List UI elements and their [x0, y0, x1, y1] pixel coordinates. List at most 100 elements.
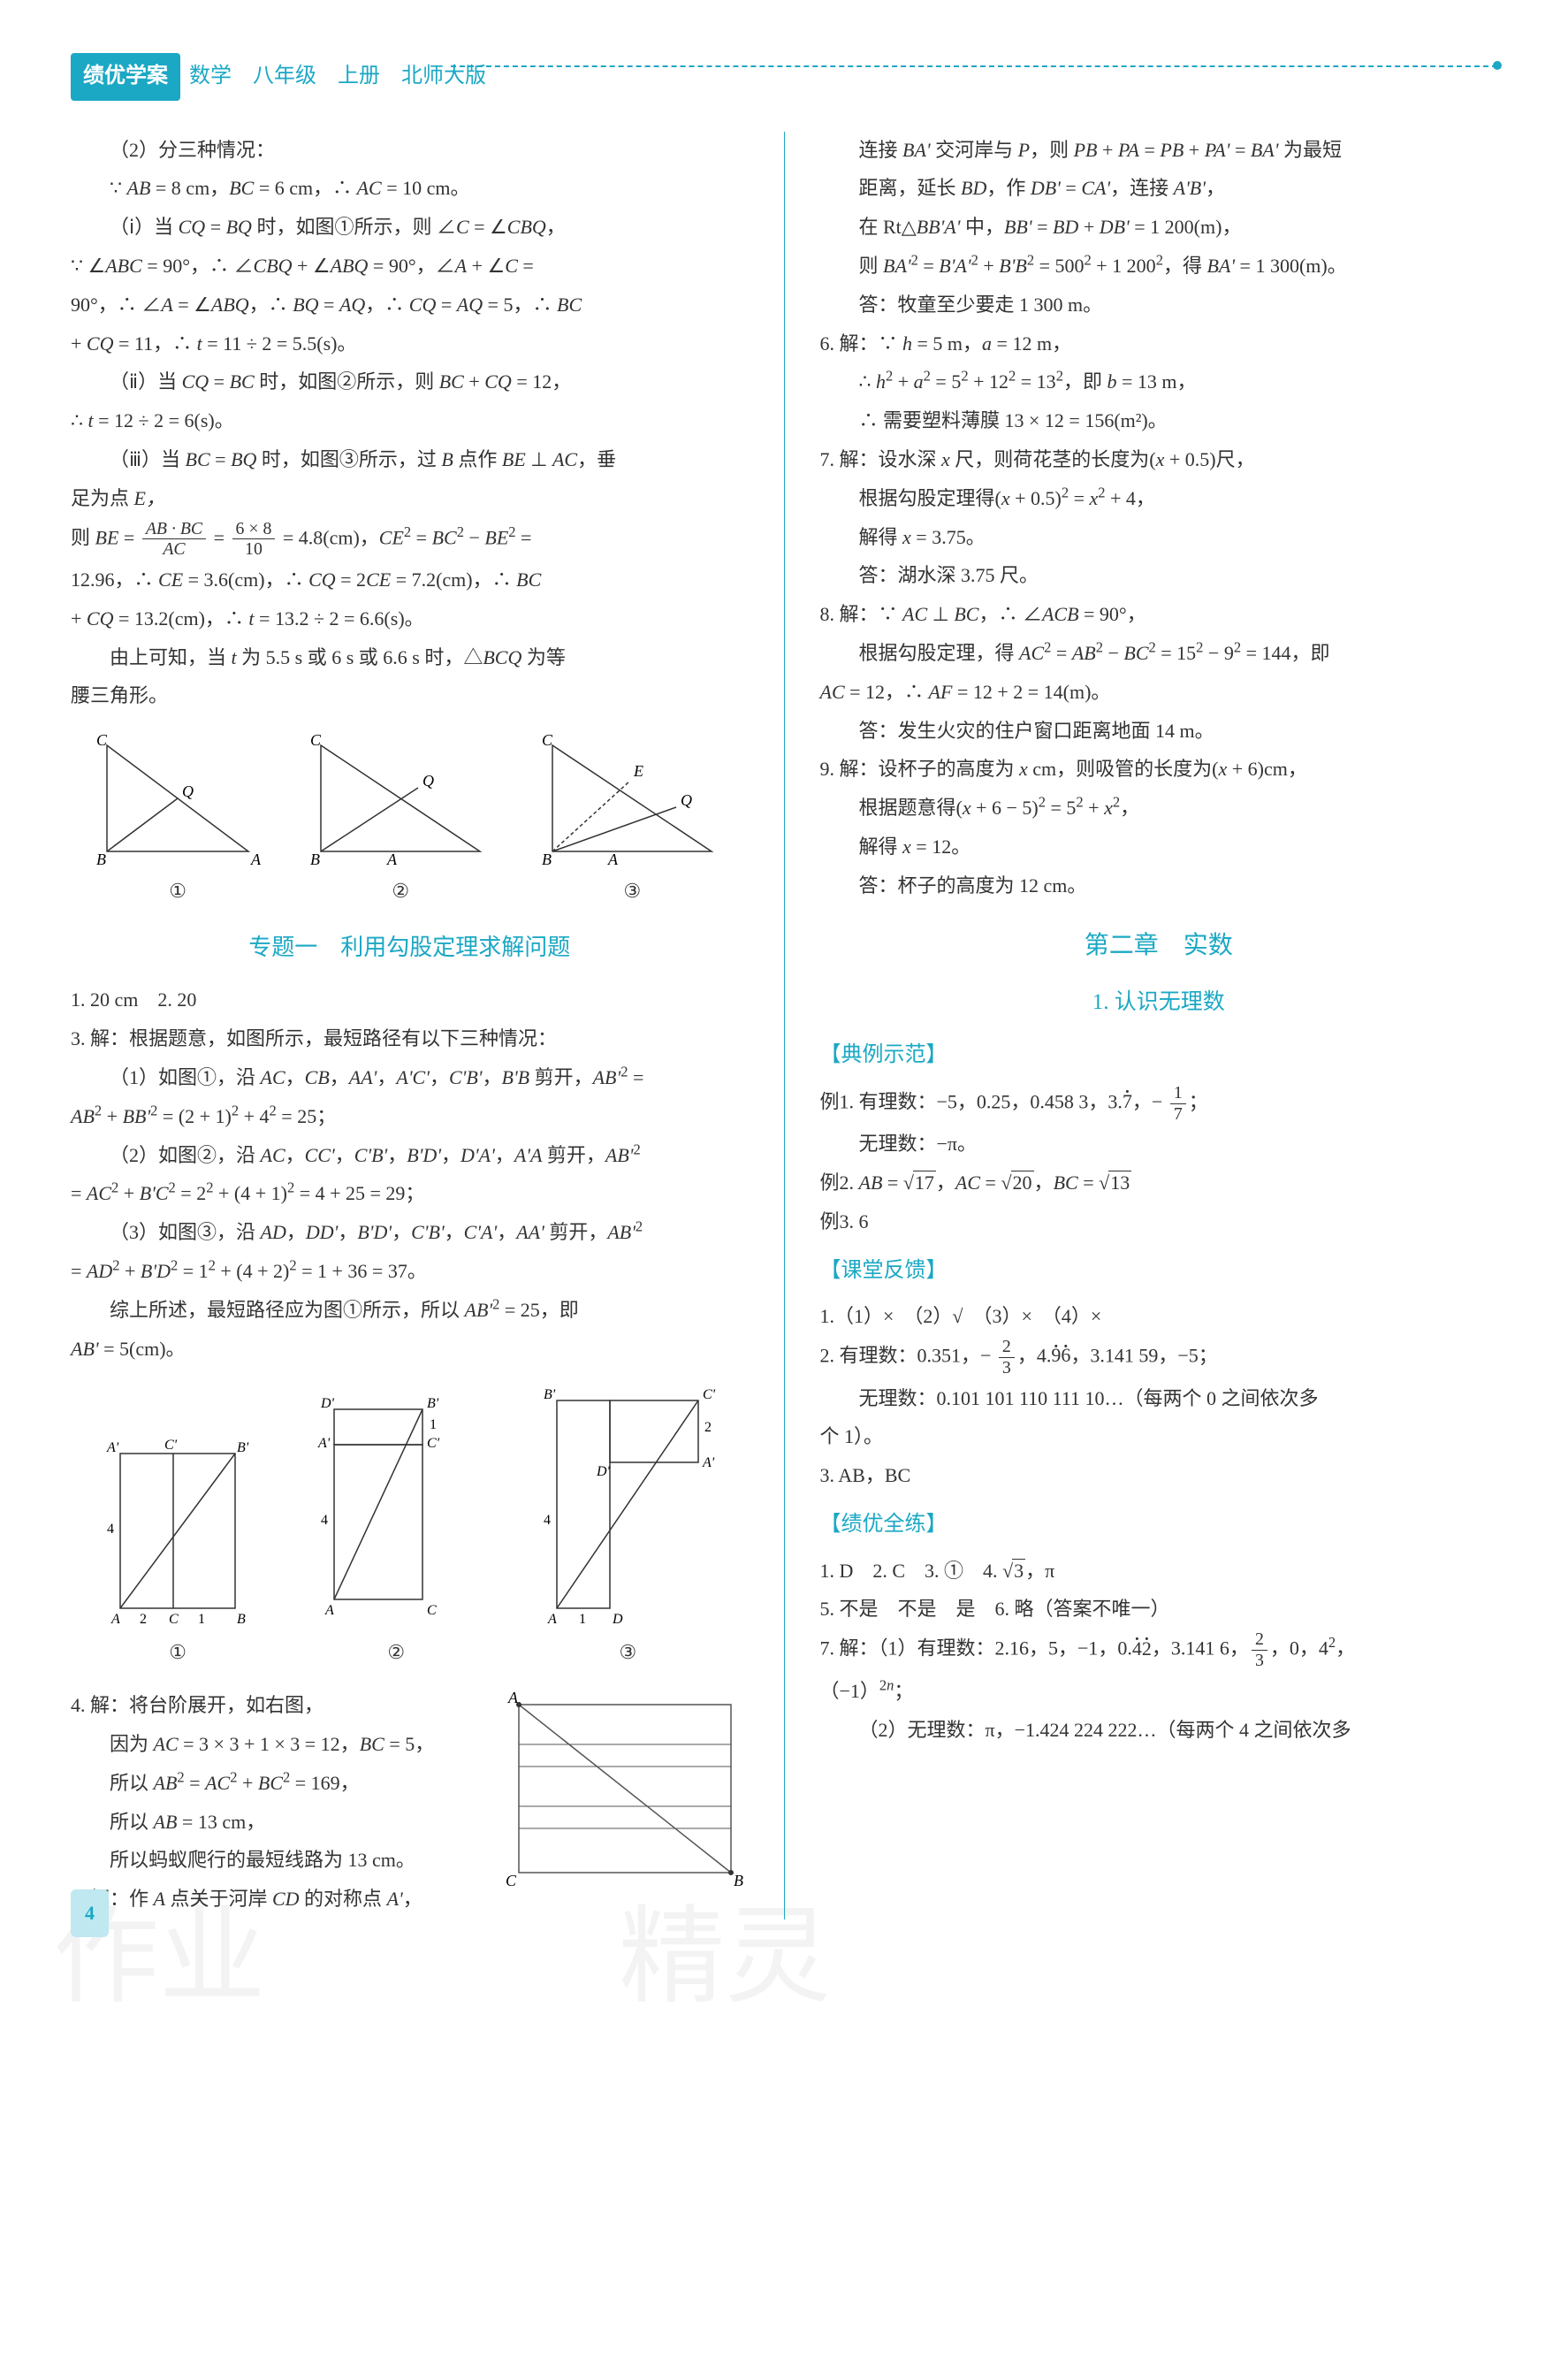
svg-text:2: 2 [704, 1420, 712, 1435]
triangle-svg: C B A Q [303, 728, 498, 869]
stair-section: 4. 解：将台阶展开，如右图， 因为 AC = 3 × 3 + 1 × 3 = … [71, 1687, 749, 1919]
svg-text:A: A [507, 1689, 519, 1706]
svg-text:Q: Q [182, 782, 194, 800]
section-title: 专题一 利用勾股定理求解问题 [71, 926, 749, 969]
main-columns: （2）分三种情况： ∵ AB = 8 cm，BC = 6 cm，∴ AC = 1… [71, 132, 1497, 1919]
svg-text:2: 2 [140, 1612, 147, 1627]
text-line: （ⅱ）当 CQ = BC 时，如图②所示，则 BC + CQ = 12， [71, 363, 749, 401]
svg-text:1: 1 [430, 1417, 437, 1432]
header-dashed-line [451, 65, 1497, 67]
header-tag: 绩优学案 [71, 53, 180, 101]
text-line: 腰三角形。 [71, 677, 749, 714]
text-line: 则 BE = AB · BCAC = 6 × 810 = 4.8(cm)，CE2… [71, 519, 749, 561]
text-line: 在 Rt△BB'A' 中，BB' = BD + DB' = 1 200(m)， [820, 209, 1498, 246]
text-line: 无理数：0.101 101 110 111 10…（每两个 0 之间依次多 [820, 1380, 1498, 1417]
text-line: 连接 BA' 交河岸与 P，则 PB + PA = PB + PA' = BA'… [820, 132, 1498, 169]
text-line: = AC2 + B'C2 = 22 + (4 + 1)2 = 4 + 25 = … [71, 1175, 749, 1212]
text-line: 答：湖水深 3.75 尺。 [820, 557, 1498, 594]
box-1: A' C' B' A C B 2 1 4 ① [94, 1427, 262, 1671]
svg-text:C': C' [703, 1387, 716, 1402]
text-line: 5. 解：作 A 点关于河岸 CD 的对称点 A'， [71, 1881, 483, 1918]
text-line: 4. 解：将台阶展开，如右图， [71, 1687, 483, 1724]
text-line: 2. 有理数：0.351，− 23，4.96，3.141 59，−5； [820, 1337, 1498, 1378]
bracket-title: 【课堂反馈】 [820, 1251, 1498, 1292]
text-line: （1）如图①，沿 AC，CB，AA'，A'C'，C'B'，B'B 剪开，AB'2… [71, 1059, 749, 1096]
header-dot [1493, 61, 1502, 70]
triangle-svg: C B A Q E [535, 728, 729, 869]
text-line: 解得 x = 12。 [820, 828, 1498, 866]
svg-text:C: C [506, 1872, 517, 1889]
right-column: 连接 BA' 交河岸与 P，则 PB + PA = PB + PA' = BA'… [820, 132, 1498, 1919]
svg-text:C: C [310, 731, 322, 749]
svg-text:4: 4 [544, 1513, 551, 1528]
text-line: 8. 解：∵ AC ⊥ BC，∴ ∠ACB = 90°， [820, 596, 1498, 633]
text-line: 综上所述，最短路径应为图①所示，所以 AB'2 = 25，即 [71, 1292, 749, 1329]
box-3: B' C' D' A' D A 2 4 1 ③ [530, 1383, 725, 1671]
svg-text:D': D' [596, 1464, 611, 1479]
column-divider [784, 132, 785, 1919]
text-line: 7. 解：设水深 x 尺，则荷花茎的长度为(x + 0.5)尺， [820, 441, 1498, 478]
svg-text:1: 1 [198, 1612, 205, 1627]
svg-text:B': B' [544, 1387, 556, 1402]
svg-text:B: B [310, 851, 320, 868]
text-line: 答：杯子的高度为 12 cm。 [820, 867, 1498, 904]
svg-text:B: B [237, 1612, 246, 1627]
svg-text:4: 4 [107, 1522, 114, 1537]
box-svg: D' B' A' C' A C 1 4 [308, 1392, 484, 1630]
svg-text:A: A [250, 851, 262, 868]
svg-text:B: B [96, 851, 106, 868]
svg-text:B': B' [237, 1440, 249, 1455]
page-number: 4 [71, 1889, 109, 1937]
svg-text:A: A [607, 851, 619, 868]
triangle-3: C B A Q E ③ [535, 728, 729, 910]
text-line: ∴ 需要塑料薄膜 13 × 12 = 156(m²)。 [820, 402, 1498, 439]
svg-text:C: C [169, 1612, 179, 1627]
triangle-svg: C B A Q [89, 728, 266, 869]
text-line: 例3. 6 [820, 1203, 1498, 1240]
text-line: 根据勾股定理得(x + 0.5)2 = x2 + 4， [820, 480, 1498, 517]
text-line: （2）无理数：π，−1.424 224 222…（每两个 4 之间依次多 [820, 1712, 1498, 1749]
text-line: 3. AB，BC [820, 1457, 1498, 1494]
text-line: ∴ h2 + a2 = 52 + 122 = 132，即 b = 13 m， [820, 363, 1498, 401]
bracket-title: 【典例示范】 [820, 1035, 1498, 1076]
text-line: AB2 + BB'2 = (2 + 1)2 + 42 = 25； [71, 1098, 749, 1135]
text-line: （ⅰ）当 CQ = BQ 时，如图①所示，则 ∠C = ∠CBQ， [71, 209, 749, 246]
text-line: 解得 x = 3.75。 [820, 519, 1498, 556]
text-line: 1.（1）× （2）√ （3）× （4）× [820, 1298, 1498, 1335]
box-figures: A' C' B' A C B 2 1 4 ① D' B [71, 1383, 749, 1671]
text-line: ∵ ∠ABC = 90°，∴ ∠CBQ + ∠ABQ = 90°，∠A + ∠C… [71, 248, 749, 285]
text-line: 根据题意得(x + 6 − 5)2 = 52 + x2， [820, 790, 1498, 827]
box-svg: B' C' D' A' D A 2 4 1 [530, 1383, 725, 1630]
svg-text:C': C' [164, 1438, 178, 1453]
svg-text:A': A' [702, 1455, 715, 1470]
triangle-2: C B A Q ② [303, 728, 498, 910]
text-line: 所以蚂蚁爬行的最短线路为 13 cm。 [71, 1842, 483, 1879]
text-line: 个 1）。 [820, 1418, 1498, 1455]
svg-text:B: B [734, 1872, 743, 1889]
left-column: （2）分三种情况： ∵ AB = 8 cm，BC = 6 cm，∴ AC = 1… [71, 132, 749, 1919]
text-line: 则 BA'2 = B'A'2 + B'B2 = 5002 + 1 2002，得 … [820, 248, 1498, 285]
page-header: 绩优学案 数学 八年级 上册 北师大版 [71, 53, 1497, 101]
text-line: = AD2 + B'D2 = 12 + (4 + 2)2 = 1 + 36 = … [71, 1253, 749, 1290]
svg-text:B': B' [427, 1396, 439, 1411]
answer-line: 3. 解：根据题意，如图所示，最短路径有以下三种情况： [71, 1020, 749, 1057]
svg-text:C: C [427, 1603, 437, 1618]
text-line: + CQ = 13.2(cm)，∴ t = 13.2 ÷ 2 = 6.6(s)。 [71, 600, 749, 637]
answer-line: 1. 20 cm 2. 20 [71, 981, 749, 1019]
text-line: 足为点 E， [71, 480, 749, 517]
text-line: （3）如图③，沿 AD，DD'，B'D'，C'B'，C'A'，AA' 剪开，AB… [71, 1214, 749, 1251]
svg-text:A: A [110, 1612, 120, 1627]
triangle-figures: C B A Q ① C B A Q ② [71, 728, 749, 910]
box-2: D' B' A' C' A C 1 4 ② [308, 1392, 484, 1671]
text-line: 答：牧童至少要走 1 300 m。 [820, 286, 1498, 324]
text-line: 所以 AB = 13 cm， [71, 1804, 483, 1841]
sub-title: 1. 认识无理数 [820, 981, 1498, 1024]
svg-text:D: D [612, 1612, 623, 1627]
svg-text:C: C [96, 731, 108, 749]
text-line: ∵ AB = 8 cm，BC = 6 cm，∴ AC = 10 cm。 [71, 170, 749, 207]
svg-text:Q: Q [681, 791, 692, 809]
text-line: 1. D 2. C 3. ① 4. 3，π [820, 1553, 1498, 1590]
svg-text:C: C [542, 731, 553, 749]
svg-text:E: E [633, 762, 643, 780]
text-line: 12.96，∴ CE = 3.6(cm)，∴ CQ = 2CE = 7.2(cm… [71, 561, 749, 599]
